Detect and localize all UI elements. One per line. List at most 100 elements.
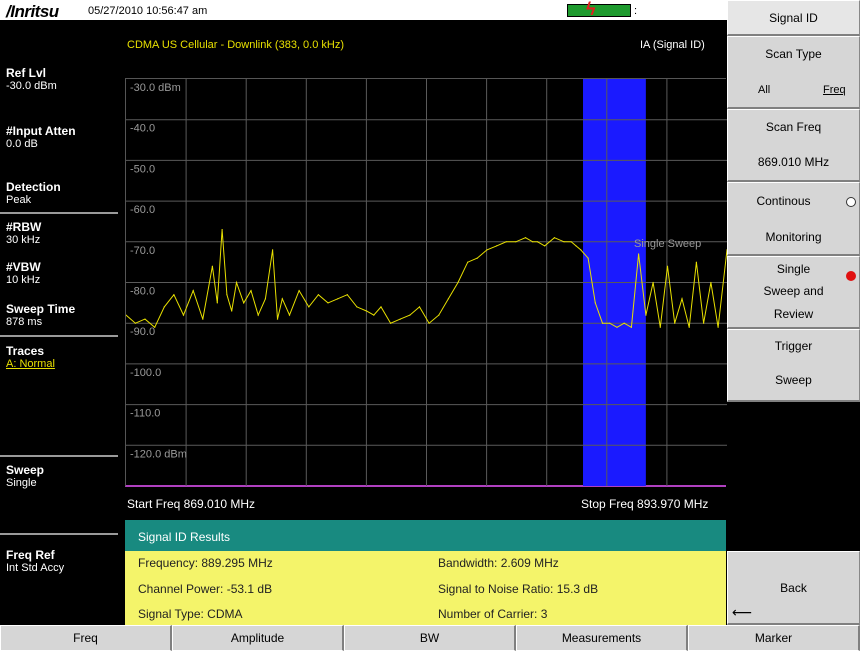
scan-type-all: All	[758, 84, 771, 96]
trace-point	[659, 326, 661, 328]
trace-point	[298, 290, 300, 292]
single-sweep-review-button[interactable]: Single Sweep and Review	[727, 256, 860, 329]
spectrum-plot[interactable]: -30.0 dBm -40.0 -50.0 -60.0 -70.0 -80.0 -90.0 -…	[125, 78, 728, 487]
parameter-panel: Ref Lvl -30.0 dBm #Input Atten 0.0 dB De…	[0, 21, 118, 625]
trace-point	[409, 314, 411, 316]
trace-point	[428, 322, 430, 324]
trace-point	[457, 281, 459, 284]
scan-freq-value: 869.010 MHz	[757, 155, 830, 169]
trace-point	[235, 281, 238, 284]
separator	[0, 212, 118, 214]
separator	[0, 533, 118, 535]
trace-point	[231, 310, 233, 312]
trace-point	[281, 298, 283, 300]
trace-point	[476, 257, 478, 259]
trace-point	[308, 306, 310, 308]
main-menu-bar: Freq Amplitude BW Measurements Marker	[0, 625, 860, 651]
y-tick-label: -90.0	[130, 326, 155, 338]
scan-type-button[interactable]: Scan Type All Freq	[727, 36, 860, 109]
trace-point	[221, 229, 223, 231]
trace-point	[365, 310, 368, 312]
trace-point	[703, 322, 705, 324]
ref-level: Ref Lvl -30.0 dBm	[6, 66, 57, 93]
results-body: Frequency: 889.295 MHz Bandwidth: 2.609 …	[125, 551, 726, 626]
trace-point	[264, 298, 266, 300]
result-carriers: Number of Carrier: 3	[438, 607, 548, 621]
trace-point	[536, 241, 539, 243]
trace-point	[594, 302, 596, 304]
trace-point	[587, 257, 589, 259]
datetime: 05/27/2010 10:56:47 am	[88, 5, 208, 17]
mode-label: IA (Signal ID)	[640, 39, 705, 51]
result-frequency: Frequency: 889.295 MHz	[138, 556, 273, 570]
status-bar: /Inritsu 05/27/2010 10:56:47 am ϟ :	[0, 0, 727, 21]
trace-point	[623, 322, 625, 324]
trace-point	[681, 298, 683, 300]
separator	[0, 335, 118, 337]
trace-point	[144, 318, 146, 320]
trace-point	[609, 322, 611, 324]
trace-point	[216, 302, 218, 304]
signal-standard-label: CDMA US Cellular - Downlink (383, 0.0 kH…	[127, 39, 345, 51]
trace-a-link[interactable]: A: Normal	[6, 358, 55, 370]
trace-point	[272, 249, 274, 251]
detection: Detection Peak	[6, 180, 61, 207]
trace-point	[638, 253, 640, 255]
vbw: #VBW 10 kHz	[6, 260, 41, 287]
scan-freq-button[interactable]: Scan Freq 869.010 MHz	[727, 109, 860, 182]
menu-measurements[interactable]: Measurements	[516, 625, 688, 651]
y-tick-label: -30.0 dBm	[130, 82, 181, 94]
y-tick-label: -120.0 dBm	[130, 448, 187, 460]
sweep-annotation: Single Sweep	[634, 238, 701, 250]
spectrum-chart: -30.0 dBm -40.0 -50.0 -60.0 -70.0 -80.0 -90.0 -…	[125, 79, 728, 486]
trace-point	[666, 265, 669, 267]
trace-point	[257, 314, 259, 316]
continuous-monitoring-button[interactable]: Continous Monitoring	[727, 182, 860, 256]
result-signal-type: Signal Type: CDMA	[138, 607, 243, 621]
y-tick-label: -110.0	[130, 408, 160, 420]
menu-marker[interactable]: Marker	[688, 625, 860, 651]
result-channel-power: Channel Power: -53.1 dB	[138, 582, 273, 596]
y-tick-label: -60.0	[130, 204, 155, 216]
menu-amplitude[interactable]: Amplitude	[172, 625, 344, 651]
trace-point	[438, 314, 440, 316]
trace-point	[373, 314, 375, 316]
freq-ref: Freq Ref Int Std Accy	[6, 548, 65, 575]
start-freq-label: Start Freq 869.010 MHz	[127, 497, 256, 511]
trace-point	[243, 302, 245, 304]
trace-point	[505, 241, 507, 243]
trace-point	[467, 261, 469, 263]
trace-point	[182, 314, 185, 316]
trace-point	[390, 322, 392, 324]
trace-point	[447, 298, 449, 300]
battery-tip-icon: :	[634, 5, 638, 17]
sweep-mode: Sweep Single	[6, 463, 45, 490]
traces: Traces A: Normal	[6, 344, 55, 371]
trace-point	[695, 261, 698, 263]
trace-point	[317, 294, 319, 296]
trace-point	[346, 294, 348, 296]
results-header: Signal ID Results	[125, 520, 726, 551]
trace-point	[125, 314, 127, 316]
trace-point	[418, 306, 421, 308]
trace-point	[134, 322, 136, 324]
trace-point	[380, 306, 382, 308]
trace-point	[486, 249, 488, 251]
signal-id-results: Signal ID Results Frequency: 889.295 MHz…	[125, 520, 726, 626]
trace-point	[202, 318, 204, 320]
input-atten: #Input Atten 0.0 dB	[6, 124, 76, 151]
trace-point	[337, 298, 339, 300]
trace-point	[327, 302, 329, 304]
trace-point	[163, 306, 165, 308]
trigger-sweep-button[interactable]: Trigger Sweep	[727, 329, 860, 402]
trace-point	[652, 281, 654, 284]
menu-freq[interactable]: Freq	[0, 625, 172, 651]
back-button[interactable]: Back ⟵	[727, 551, 860, 625]
menu-bw[interactable]: BW	[344, 625, 516, 651]
charging-bolt-icon: ϟ	[586, 0, 596, 19]
trace-point	[688, 326, 690, 328]
trace-point	[211, 265, 213, 267]
result-snr: Signal to Noise Ratio: 15.3 dB	[438, 582, 599, 596]
scan-type-freq: Freq	[823, 84, 846, 96]
trace-point	[544, 245, 546, 247]
